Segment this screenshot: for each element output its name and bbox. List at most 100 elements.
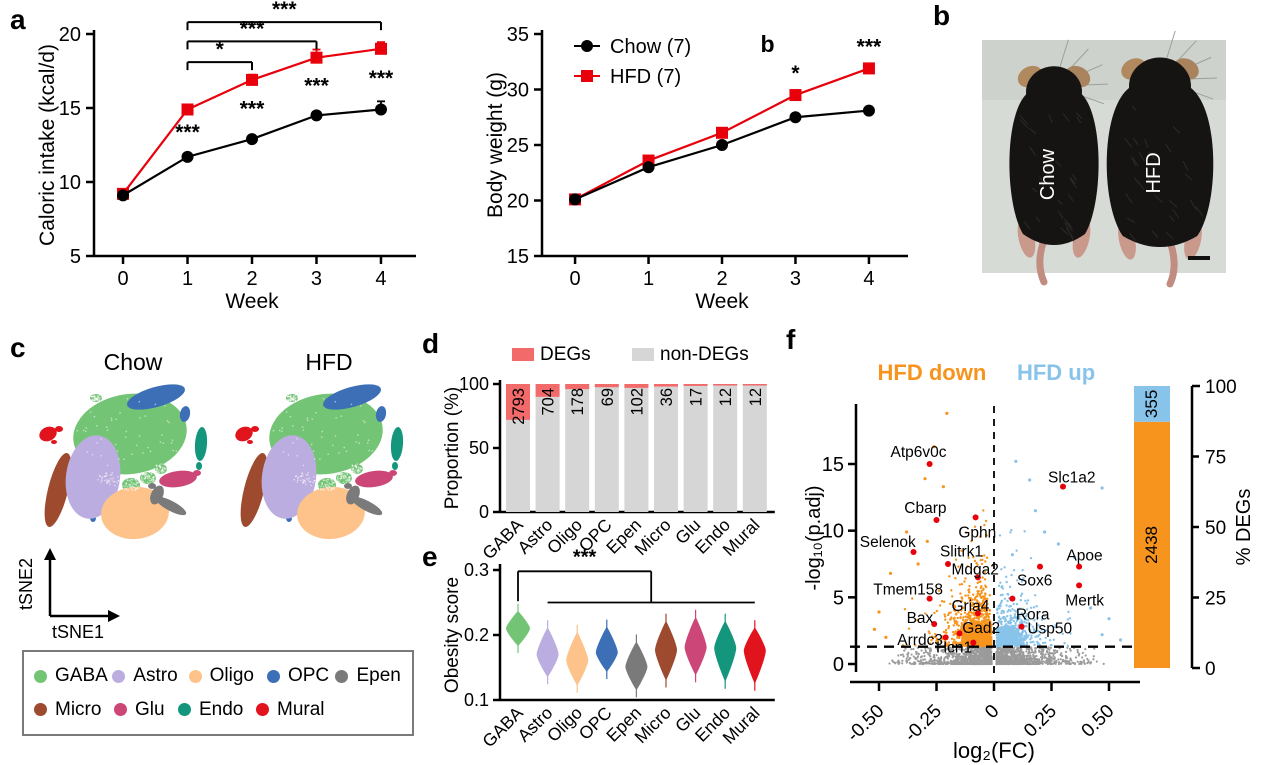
cluster-glu bbox=[159, 470, 197, 488]
svg-text:25: 25 bbox=[507, 135, 529, 157]
gene-label-hcn1: Hcn1 bbox=[936, 639, 972, 656]
cluster-legend-row-1: GABA Astro Oligo OPC Epen bbox=[34, 665, 402, 687]
volcano-points bbox=[872, 411, 1123, 666]
legend-item-glu: Glu bbox=[114, 699, 178, 721]
mouse-chow: Chow bbox=[1009, 39, 1108, 286]
violin-astro bbox=[536, 627, 559, 678]
gene-dot-sox6 bbox=[1037, 563, 1043, 570]
tsne-axis-arrows: tSNE2 tSNE1 bbox=[16, 548, 120, 642]
svg-text:Proportion (%): Proportion (%) bbox=[442, 387, 463, 510]
svg-text:5: 5 bbox=[833, 587, 844, 609]
svg-text:35: 35 bbox=[507, 24, 529, 46]
svg-text:355: 355 bbox=[1142, 390, 1161, 418]
gene-label-rora: Rora bbox=[1016, 607, 1050, 624]
gene-dot-hcn1 bbox=[970, 639, 977, 646]
gene-dot-slc1a2 bbox=[1060, 483, 1066, 490]
cluster-endo bbox=[196, 462, 202, 470]
violin-gaba bbox=[506, 610, 530, 647]
epen-color-dot bbox=[335, 669, 349, 683]
gene-label-selenok: Selenok bbox=[860, 534, 916, 551]
svg-text:20: 20 bbox=[59, 24, 81, 46]
caloric_intake-series bbox=[117, 41, 387, 202]
gene-dot-bax bbox=[931, 621, 938, 627]
legend-label: Mural bbox=[277, 698, 325, 720]
gene-dot-rora bbox=[1009, 595, 1016, 602]
svg-text:Week: Week bbox=[225, 290, 279, 313]
deg-legend: DEGs non-DEGs bbox=[512, 344, 749, 365]
svg-text:5: 5 bbox=[70, 246, 81, 268]
svg-text:% DEGs: % DEGs bbox=[1233, 489, 1255, 566]
violin-epen bbox=[625, 641, 648, 691]
opc-color-dot bbox=[266, 669, 280, 683]
svg-text:0: 0 bbox=[833, 654, 844, 676]
svg-text:4: 4 bbox=[375, 268, 386, 290]
svg-text:15: 15 bbox=[59, 98, 81, 120]
cluster-micro bbox=[44, 453, 72, 527]
svg-text:-log₁₀(p.adj): -log₁₀(p.adj) bbox=[803, 485, 825, 590]
svg-text:Body weight (g): Body weight (g) bbox=[484, 72, 507, 218]
bar-deg-gaba bbox=[506, 384, 530, 420]
bar-deg-mural bbox=[742, 384, 767, 386]
cluster-epen bbox=[344, 483, 352, 489]
scale-bar bbox=[1188, 256, 1210, 260]
bar-nondeg-micro bbox=[654, 384, 678, 512]
legend-label: Endo bbox=[199, 698, 244, 720]
svg-text:0: 0 bbox=[569, 268, 580, 290]
svg-text:non-DEGs: non-DEGs bbox=[660, 344, 749, 365]
svg-text:DEGs: DEGs bbox=[540, 344, 591, 365]
violin-mural bbox=[743, 627, 766, 684]
gene-label-bax: Bax bbox=[907, 610, 934, 627]
svg-text:0.3: 0.3 bbox=[464, 560, 489, 580]
bar-nondeg-glu bbox=[683, 384, 708, 512]
mural-color-dot bbox=[256, 703, 269, 717]
caloric_intake-annotations: ********* ********** bbox=[175, 0, 394, 144]
cluster-opc bbox=[179, 406, 191, 422]
panel-label-c: c bbox=[10, 332, 26, 363]
cluster-mural bbox=[55, 426, 63, 432]
cluster-glu bbox=[355, 470, 393, 488]
svg-text:12: 12 bbox=[747, 388, 765, 406]
cluster-endo bbox=[194, 427, 208, 461]
bar-nondeg-oligo bbox=[565, 384, 590, 512]
panel-label-e: e bbox=[422, 541, 438, 572]
gene-label-arrdc3: Arrdc3 bbox=[897, 632, 943, 649]
bar-deg-epen bbox=[624, 384, 649, 388]
violin-sig: *** bbox=[517, 546, 755, 604]
astro-color-dot bbox=[112, 669, 126, 683]
svg-text:10: 10 bbox=[822, 521, 844, 543]
svg-text:3: 3 bbox=[311, 268, 322, 290]
bar-nondeg-mural bbox=[742, 384, 767, 512]
segment-down bbox=[1134, 421, 1170, 668]
svg-text:30: 30 bbox=[507, 80, 529, 102]
legend-item-mural: Mural bbox=[256, 699, 334, 721]
svg-text:178: 178 bbox=[569, 388, 587, 416]
gene-dot-arrdc3 bbox=[942, 634, 949, 641]
cluster-glu bbox=[389, 470, 397, 476]
gene-dot-cbarp bbox=[933, 517, 940, 523]
mouse-photo: Chow HFD bbox=[982, 30, 1226, 288]
volcano-plot: HFD down HFD up 0 5 10 15 -0.50 -0.25 0 0.25 0.50 l… bbox=[803, 360, 1140, 763]
legend-label: Astro bbox=[133, 665, 178, 687]
bar-deg-oligo bbox=[565, 384, 590, 390]
svg-text:***: *** bbox=[240, 17, 265, 40]
svg-text:2: 2 bbox=[246, 268, 257, 290]
svg-text:1: 1 bbox=[182, 268, 193, 290]
gene-label-gria4: Gria4 bbox=[951, 598, 989, 615]
tsne-plots: Chow HFD tSNE2 tSNE1 bbox=[16, 349, 404, 642]
mouse-label-chow: Chow bbox=[1037, 148, 1059, 200]
svg-text:HFD (7): HFD (7) bbox=[610, 66, 681, 88]
gene-label-mertk: Mertk bbox=[1065, 593, 1104, 610]
legend-label: OPC bbox=[287, 665, 330, 687]
cluster-legend-row-2: Micro Glu Endo Mural bbox=[34, 699, 402, 721]
bar-nondeg-opc bbox=[594, 384, 619, 512]
gene-label-cbarp: Cbarp bbox=[904, 500, 946, 517]
bar-deg-astro bbox=[535, 384, 560, 397]
svg-text:*: * bbox=[791, 62, 800, 85]
svg-text:3: 3 bbox=[790, 268, 801, 290]
cluster-mural bbox=[51, 440, 57, 444]
svg-text:log₂(FC): log₂(FC) bbox=[953, 738, 1035, 763]
